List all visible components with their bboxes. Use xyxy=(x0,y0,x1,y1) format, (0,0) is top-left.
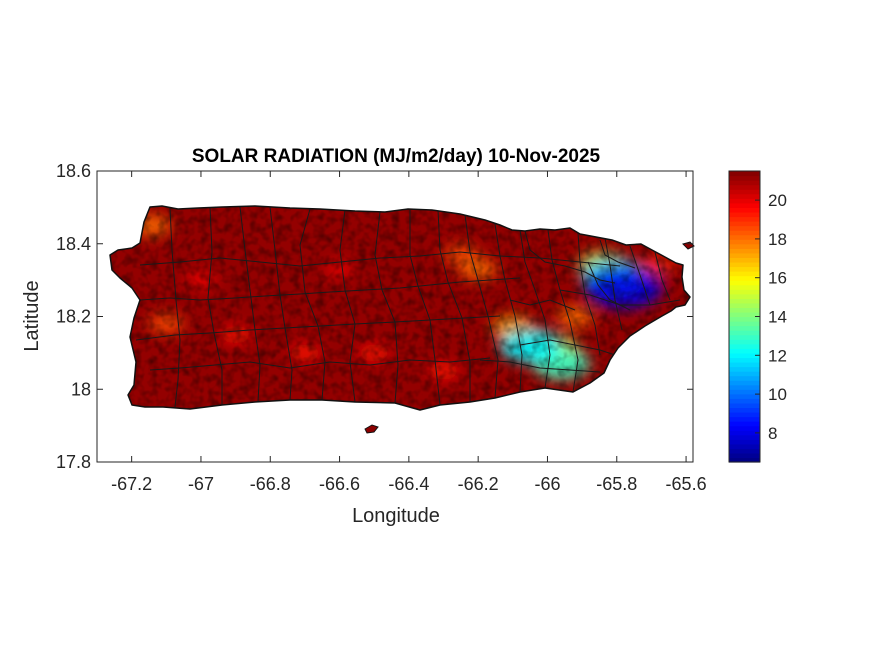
colorbar-cell xyxy=(729,189,760,195)
colorbar-cell xyxy=(729,289,760,295)
colorbar-cell xyxy=(729,398,760,404)
colorbar-cell xyxy=(729,434,760,440)
colorbar-cell xyxy=(729,316,760,322)
x-axis-label: Longitude xyxy=(352,505,440,527)
colorbar-cell xyxy=(729,243,760,249)
colorbar-cell xyxy=(729,380,760,386)
x-tick-label: -65.6 xyxy=(666,474,707,494)
colorbar-cell xyxy=(729,198,760,204)
colorbar-cell xyxy=(729,321,760,327)
colorbar-tick-label: 20 xyxy=(768,191,787,210)
colorbar-tick-label: 14 xyxy=(768,308,787,327)
x-tick-label: -66.2 xyxy=(458,474,499,494)
colorbar-cell xyxy=(729,207,760,213)
colorbar-cell xyxy=(729,375,760,381)
colorbar-cell xyxy=(729,361,760,368)
municipality-borders xyxy=(135,206,681,408)
y-tick-label: 18.6 xyxy=(56,161,91,181)
x-tick-label: -66 xyxy=(534,474,560,494)
colorbar-cell xyxy=(729,202,760,208)
colorbar-cell xyxy=(729,452,760,459)
colorbar-tick-label: 16 xyxy=(768,269,787,288)
colorbar-cell xyxy=(729,302,760,309)
colorbar-cell xyxy=(729,193,760,199)
colorbar-cell xyxy=(729,411,760,418)
colorbar-cell xyxy=(729,330,760,336)
colorbar-cell xyxy=(729,371,760,377)
colorbar-gradient xyxy=(729,171,760,463)
colorbar-cell xyxy=(729,239,760,245)
colorbar-cell xyxy=(729,339,760,345)
colorbar-cell xyxy=(729,257,760,263)
colorbar-cell xyxy=(729,352,760,359)
colorbar-cell xyxy=(729,311,760,318)
colorbar-cell xyxy=(729,221,760,227)
colorbar-cell xyxy=(729,266,760,272)
colorbar-cell xyxy=(729,439,760,445)
colorbar-cell xyxy=(729,457,760,463)
islet xyxy=(364,424,379,434)
colorbar-cell xyxy=(729,421,760,427)
chart-title: SOLAR RADIATION (MJ/m2/day) 10-Nov-2025 xyxy=(192,146,601,167)
y-tick-label: 17.8 xyxy=(56,452,91,472)
y-axis-label: Latitude xyxy=(21,280,43,351)
x-axis: -67.2 -67 -66.8 -66.6 -66.4 -66.2 -66 -65.8 -65.… xyxy=(111,171,707,494)
colorbar-cell xyxy=(729,407,760,413)
colorbar-cell xyxy=(729,271,760,277)
colorbar-cell xyxy=(729,171,760,177)
colorbar-cell xyxy=(729,348,760,354)
colorbar-cell xyxy=(729,307,760,313)
colorbar-cell xyxy=(729,366,760,372)
colorbar-cell xyxy=(729,425,760,431)
colorbar-cell xyxy=(729,284,760,290)
colorbar-cell xyxy=(729,443,760,449)
y-tick-label: 18 xyxy=(71,379,91,399)
colorbar: 8 10 12 14 16 18 20 xyxy=(728,170,787,463)
colorbar-cell xyxy=(729,448,760,454)
colorbar-cell xyxy=(729,234,760,240)
colorbar-cell xyxy=(729,298,760,304)
x-tick-label: -67 xyxy=(188,474,214,494)
colorbar-cell xyxy=(729,252,760,258)
colorbar-cell xyxy=(729,334,760,340)
colorbar-tick-label: 8 xyxy=(768,424,777,443)
colorbar-cell xyxy=(729,211,760,218)
field-texture xyxy=(110,206,690,410)
colorbar-cell xyxy=(729,393,760,399)
colorbar-cell xyxy=(729,180,760,186)
colorbar-cell xyxy=(729,275,760,281)
colorbar-cell xyxy=(729,261,760,268)
colorbar-cell xyxy=(729,384,760,390)
colorbar-cell xyxy=(729,248,760,254)
colorbar-cell xyxy=(729,416,760,422)
x-tick-label: -67.2 xyxy=(111,474,152,494)
y-tick-label: 18.4 xyxy=(56,234,91,254)
coastline xyxy=(109,205,691,411)
colorbar-cell xyxy=(729,389,760,395)
colorbar-tick-label: 18 xyxy=(768,230,787,249)
x-tick-label: -66.4 xyxy=(388,474,429,494)
colorbar-cell xyxy=(729,343,760,349)
colorbar-cell xyxy=(729,230,760,236)
colorbar-ticks: 8 10 12 14 16 18 20 xyxy=(755,191,787,443)
colorbar-cell xyxy=(729,325,760,331)
colorbar-cell xyxy=(729,280,760,286)
y-tick-label: 18.2 xyxy=(56,307,91,327)
colorbar-tick-label: 12 xyxy=(768,346,787,365)
colorbar-cell xyxy=(729,402,760,409)
colorbar-cell xyxy=(729,184,760,190)
x-tick-label: -66.8 xyxy=(250,474,291,494)
colorbar-cell xyxy=(729,216,760,222)
x-tick-label: -66.6 xyxy=(319,474,360,494)
x-tick-label: -65.8 xyxy=(596,474,637,494)
colorbar-tick-label: 10 xyxy=(768,385,787,404)
colorbar-cell xyxy=(729,175,760,181)
y-axis: 17.8 18 18.2 18.4 18.6 xyxy=(56,161,693,472)
colorbar-cell xyxy=(729,293,760,299)
colorbar-cell xyxy=(729,225,760,231)
colorbar-cell xyxy=(729,430,760,436)
colorbar-cell xyxy=(729,357,760,363)
